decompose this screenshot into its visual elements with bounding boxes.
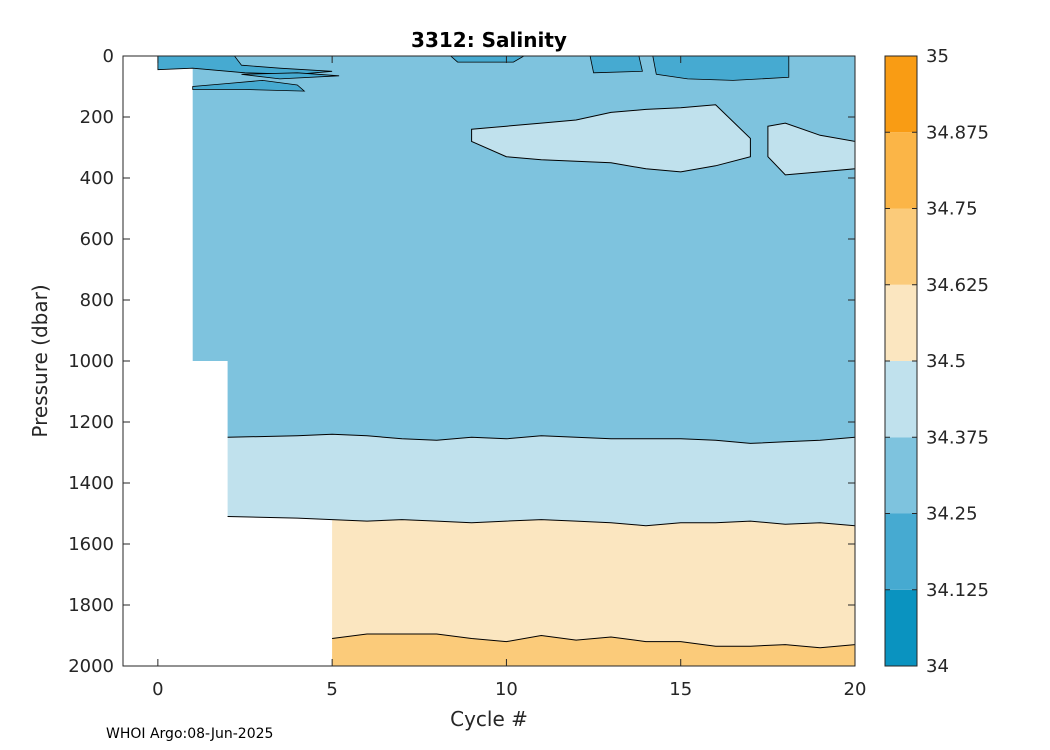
region-fresh-surface-patch — [192, 79, 306, 92]
colorbar-tick-label: 34.125 — [926, 580, 989, 601]
region-34.5-34.625 — [304, 518, 855, 648]
contour-line — [227, 516, 856, 527]
y-tick-label: 1200 — [68, 412, 114, 433]
region-fresh-surface-patch — [589, 55, 643, 74]
region-fresh-surface-patch — [449, 55, 526, 63]
x-tick-label: 0 — [152, 679, 163, 700]
x-tick-label: 10 — [495, 679, 518, 700]
colorbar-swatch — [885, 361, 917, 438]
y-tick-label: 0 — [103, 46, 114, 67]
y-tick-label: 400 — [80, 168, 114, 189]
region-fresh-surface-patch — [157, 55, 333, 75]
y-tick-label: 1600 — [68, 534, 114, 555]
x-tick-label: 15 — [669, 679, 692, 700]
y-tick-label: 1800 — [68, 595, 114, 616]
footer-credit: WHOI Argo:08-Jun-2025 — [106, 726, 274, 742]
colorbar-swatch — [885, 589, 917, 666]
y-tick-label: 200 — [80, 107, 114, 128]
y-tick-label: 800 — [80, 290, 114, 311]
y-axis-label: Pressure (dbar) — [28, 284, 52, 437]
axes: 0 5 10 15 2002004006008001000120014001600180… — [68, 46, 866, 700]
colorbar-tick-label: 34.375 — [926, 427, 989, 448]
x-axis-label: Cycle # — [450, 707, 528, 731]
colorbar-tick-label: 34.25 — [926, 504, 978, 525]
region-fresh-surface-patch — [652, 55, 790, 81]
colorbar-tick-label: 35 — [926, 46, 949, 67]
colorbar-swatch — [885, 132, 917, 209]
contour-line — [332, 633, 856, 649]
contour-line — [227, 433, 856, 444]
colorbar-tick-label: 34.625 — [926, 275, 989, 296]
y-tick-label: 2000 — [68, 656, 114, 677]
region-34.625-34.75 — [332, 634, 856, 666]
colorbar-tick-label: 34.75 — [926, 199, 978, 220]
colorbar-swatch — [885, 284, 917, 361]
region-34.375-34.5-patch — [471, 104, 751, 173]
colorbar-swatch — [885, 513, 917, 590]
y-tick-label: 600 — [80, 229, 114, 250]
colorbar-swatch — [885, 437, 917, 514]
chart-title: 3312: Salinity — [411, 28, 567, 52]
colorbar-swatch — [885, 208, 917, 285]
region-34.375-34.5 — [227, 434, 856, 526]
region-fresh-surface-patch — [241, 72, 340, 80]
x-tick-label: 5 — [326, 679, 337, 700]
colorbar-tick-label: 34 — [926, 656, 949, 677]
y-tick-label: 1400 — [68, 473, 114, 494]
x-tick-label: 20 — [844, 679, 867, 700]
colorbar-swatch — [885, 56, 917, 133]
plot-area — [157, 55, 856, 666]
colorbar: 34 34.125 34.25 34.375 34.5 34.625 34.75 34.875… — [884, 46, 989, 677]
colorbar-tick-label: 34.875 — [926, 122, 989, 143]
y-tick-label: 1000 — [68, 351, 114, 372]
region-34.25-34.375 — [192, 56, 855, 444]
colorbar-tick-label: 34.5 — [926, 351, 966, 372]
